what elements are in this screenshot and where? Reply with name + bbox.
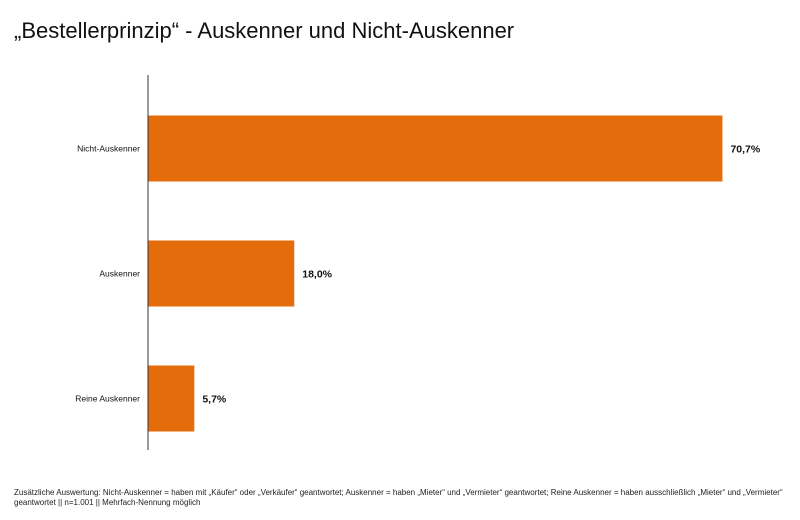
- bar: [148, 240, 295, 307]
- data-label: 70,7%: [730, 144, 760, 156]
- category-label: Reine Auskenner: [75, 394, 140, 404]
- category-label: Nicht-Auskenner: [77, 144, 140, 154]
- data-label: 18,0%: [302, 269, 332, 281]
- data-label: 5,7%: [202, 394, 227, 406]
- bar-chart: Nicht-Auskenner 70,7% Auskenner 18,0% Reine …: [75, 75, 761, 450]
- footnote: Zusätzliche Auswertung: Nicht-Auskenner …: [14, 488, 783, 507]
- bar: [148, 365, 195, 432]
- category-label: Auskenner: [99, 269, 140, 279]
- bar: [148, 115, 723, 182]
- chart-title: „Bestellerprinzip“ - Auskenner und Nicht…: [14, 18, 515, 43]
